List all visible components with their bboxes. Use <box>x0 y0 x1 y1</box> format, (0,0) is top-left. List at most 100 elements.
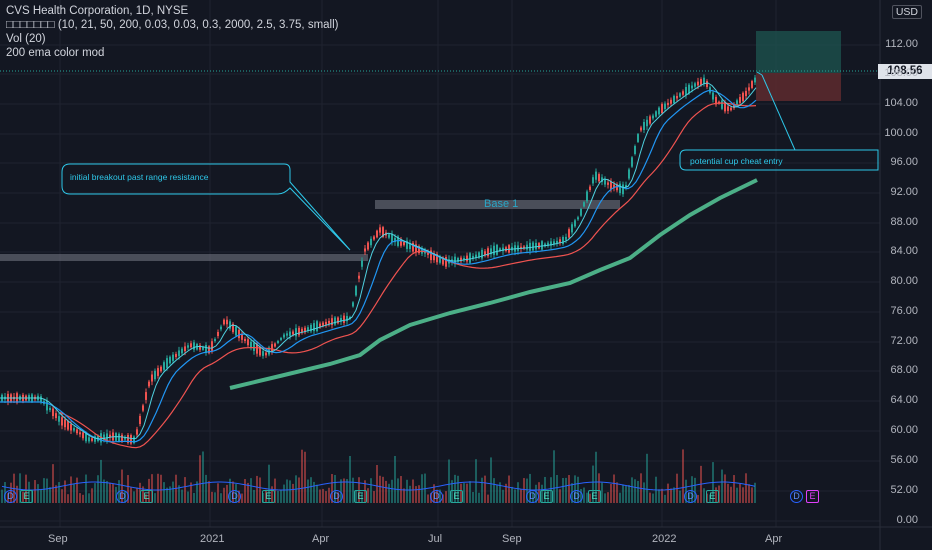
range-resistance-zone <box>0 254 368 261</box>
symbol-title[interactable]: CVS Health Corporation, 1D, NYSE <box>6 5 189 17</box>
earnings-marker[interactable]: E <box>588 490 601 503</box>
earnings-marker[interactable]: E <box>20 490 33 503</box>
earnings-marker[interactable]: E <box>806 490 819 503</box>
volume-bar <box>169 486 171 503</box>
candle-body <box>541 241 543 250</box>
dividend-marker[interactable]: D <box>570 490 583 503</box>
dividend-marker[interactable]: D <box>330 490 343 503</box>
volume-bar <box>469 481 471 503</box>
earnings-marker[interactable]: E <box>354 490 367 503</box>
ema-indicator-label[interactable]: 200 ema color mod <box>6 47 105 59</box>
y-axis-label: 92.00 <box>890 186 918 198</box>
candle-body <box>625 184 627 188</box>
volume-bar <box>670 488 672 503</box>
candle-body <box>532 242 534 251</box>
dividend-marker[interactable]: D <box>116 490 129 503</box>
dividend-marker[interactable]: D <box>526 490 539 503</box>
candle-body <box>181 348 183 354</box>
candle-body <box>316 321 318 332</box>
candle-body <box>436 254 438 263</box>
volume-bar <box>331 474 333 503</box>
candle-body <box>400 239 402 246</box>
indicator-params[interactable]: □□□□□□□ (10, 21, 50, 200, 0.03, 0.03, 0.… <box>6 19 339 31</box>
earnings-marker[interactable]: E <box>540 490 553 503</box>
candle-body <box>529 242 531 251</box>
volume-bar <box>589 493 591 503</box>
volume-bar <box>88 493 90 503</box>
candle-body <box>277 340 279 344</box>
candle-body <box>286 333 288 336</box>
candle-body <box>139 416 141 424</box>
volume-bar <box>715 487 717 503</box>
volume-bar <box>709 494 711 503</box>
dividend-marker[interactable]: D <box>684 490 697 503</box>
dividend-marker[interactable]: D <box>228 490 241 503</box>
y-axis-label: 100.00 <box>884 127 918 139</box>
candle-body <box>607 182 609 185</box>
currency-button[interactable]: USD <box>891 5 922 19</box>
volume-bar <box>559 489 561 503</box>
breakout-annotation-text[interactable]: initial breakout past range resistance <box>70 172 209 182</box>
volume-bar <box>754 482 756 503</box>
candle-body <box>493 245 495 255</box>
candle-body <box>739 97 741 103</box>
y-axis-label: 104.00 <box>884 97 918 109</box>
volume-bar <box>511 486 513 503</box>
volume-bar <box>541 484 543 503</box>
candle-body <box>346 316 348 322</box>
candle-body <box>658 107 660 115</box>
candle-body <box>250 341 252 348</box>
candle-body <box>703 77 705 84</box>
volume-bar <box>364 480 366 503</box>
volume-bar <box>379 475 381 503</box>
volume-bar <box>37 484 39 503</box>
base-1-label[interactable]: Base 1 <box>484 198 519 210</box>
volume-bar <box>49 487 51 503</box>
candle-body <box>649 116 651 124</box>
volume-bar <box>583 487 585 503</box>
volume-bar <box>475 459 477 503</box>
candle-body <box>697 81 699 86</box>
dividend-marker[interactable]: D <box>430 490 443 503</box>
volume-bar <box>268 464 270 503</box>
earnings-marker[interactable]: E <box>262 490 275 503</box>
volume-bar <box>451 480 453 503</box>
earnings-marker[interactable]: E <box>140 490 153 503</box>
volume-bar <box>607 492 609 503</box>
last-price-tag: 108.56 <box>878 64 932 79</box>
volume-bar <box>673 487 675 503</box>
candle-body <box>730 107 732 111</box>
dividend-marker[interactable]: D <box>4 490 17 503</box>
volume-bar <box>34 480 36 503</box>
candle-body <box>58 416 60 422</box>
volume-bar <box>277 490 279 503</box>
candle-body <box>742 92 744 102</box>
candle-body <box>634 146 636 154</box>
volume-bar <box>274 478 276 503</box>
candle-body <box>562 236 564 245</box>
earnings-marker[interactable]: E <box>706 490 719 503</box>
candle-body <box>337 317 339 324</box>
candle-body <box>67 421 69 430</box>
candle-body <box>103 434 105 440</box>
candle-body <box>670 99 672 104</box>
volume-bar <box>658 489 660 503</box>
volume-bar <box>727 483 729 503</box>
candle-body <box>229 321 231 329</box>
volume-bar <box>691 476 693 503</box>
volume-bar <box>442 494 444 503</box>
volume-bar <box>187 491 189 503</box>
y-axis-label: 96.00 <box>890 156 918 168</box>
volume-bar <box>100 459 102 503</box>
volume-indicator-label[interactable]: Vol (20) <box>6 33 46 45</box>
volume-bar <box>40 489 42 503</box>
cheat-annotation-text[interactable]: potential cup cheat entry <box>690 156 783 166</box>
candle-body <box>184 346 186 352</box>
volume-bar <box>367 488 369 503</box>
candle-body <box>193 342 195 350</box>
candle-body <box>496 244 498 255</box>
dividend-marker[interactable]: D <box>790 490 803 503</box>
earnings-marker[interactable]: E <box>450 490 463 503</box>
volume-bar <box>502 489 504 503</box>
